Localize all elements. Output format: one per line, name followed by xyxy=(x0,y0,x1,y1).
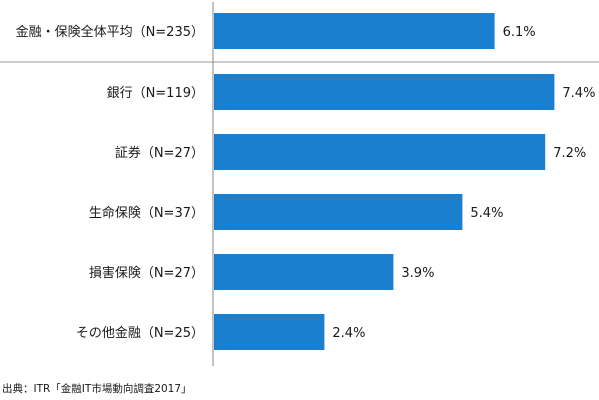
category-labels-group: 金融・保険全体平均（N=235） 銀行（N=119） 証券（N=27） 生命保険（N=… xyxy=(16,24,204,341)
bar-2 xyxy=(214,134,546,170)
bar-4 xyxy=(214,254,394,290)
category-label-5: その他金融（N=25） xyxy=(76,325,204,341)
category-label-4: 損害保険（N=27） xyxy=(89,265,204,281)
bars-group xyxy=(214,13,555,350)
value-label-1: 7.4% xyxy=(562,86,595,101)
category-label-3: 生命保険（N=37） xyxy=(89,205,204,221)
value-label-2: 7.2% xyxy=(553,146,586,161)
bar-1 xyxy=(214,74,555,110)
bar-0 xyxy=(214,13,495,49)
category-label-0: 金融・保険全体平均（N=235） xyxy=(16,24,204,40)
category-label-2: 証券（N=27） xyxy=(115,145,204,161)
value-label-3: 5.4% xyxy=(470,206,503,221)
value-label-4: 3.9% xyxy=(401,266,434,281)
value-label-0: 6.1% xyxy=(503,25,536,40)
bar-5 xyxy=(214,314,325,350)
category-label-1: 銀行（N=119） xyxy=(107,86,204,101)
value-label-5: 2.4% xyxy=(332,326,365,341)
source-note: 出典：ITR「金融IT市場動向調査2017」 xyxy=(2,383,192,395)
value-labels-group: 6.1% 7.4% 7.2% 5.4% 3.9% 2.4% xyxy=(332,25,595,341)
bar-3 xyxy=(214,194,463,230)
